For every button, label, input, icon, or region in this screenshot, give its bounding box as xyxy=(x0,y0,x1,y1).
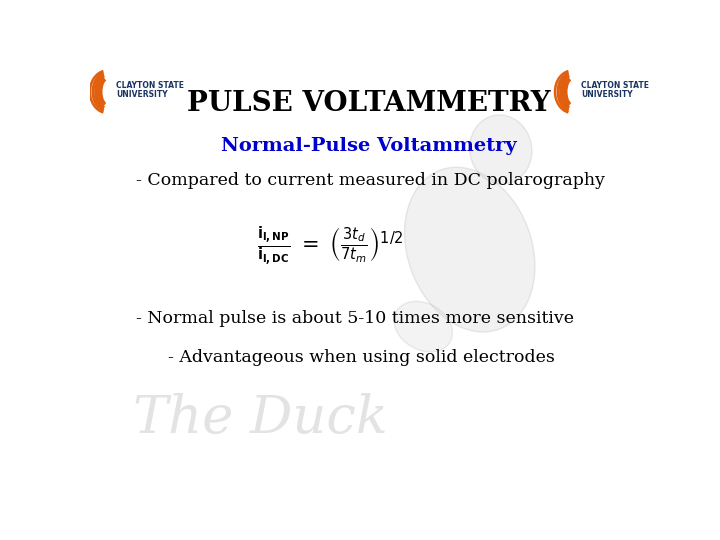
Ellipse shape xyxy=(405,167,535,332)
Ellipse shape xyxy=(469,115,532,184)
Text: - Compared to current measured in DC polarography: - Compared to current measured in DC pol… xyxy=(137,172,606,189)
Text: - Advantageous when using solid electrodes: - Advantageous when using solid electrod… xyxy=(168,349,554,366)
Text: Normal-Pulse Voltammetry: Normal-Pulse Voltammetry xyxy=(221,137,517,154)
Text: The Duck: The Duck xyxy=(133,394,388,444)
Ellipse shape xyxy=(394,301,452,352)
Text: PULSE VOLTAMMETRY: PULSE VOLTAMMETRY xyxy=(187,90,551,117)
Text: $\mathbf{\frac{i_{l,NP}}{i_{l,DC}}}\ =\ \left(\frac{3t_d}{7t_m}\right)^{1/2}$: $\mathbf{\frac{i_{l,NP}}{i_{l,DC}}}\ =\ … xyxy=(257,224,403,267)
Text: UNIVERSITY: UNIVERSITY xyxy=(117,90,168,99)
Text: - Normal pulse is about 5-10 times more sensitive: - Normal pulse is about 5-10 times more … xyxy=(137,310,575,327)
Text: CLAYTON STATE: CLAYTON STATE xyxy=(581,81,649,90)
Text: UNIVERSITY: UNIVERSITY xyxy=(581,90,633,99)
Text: CLAYTON STATE: CLAYTON STATE xyxy=(117,81,184,90)
